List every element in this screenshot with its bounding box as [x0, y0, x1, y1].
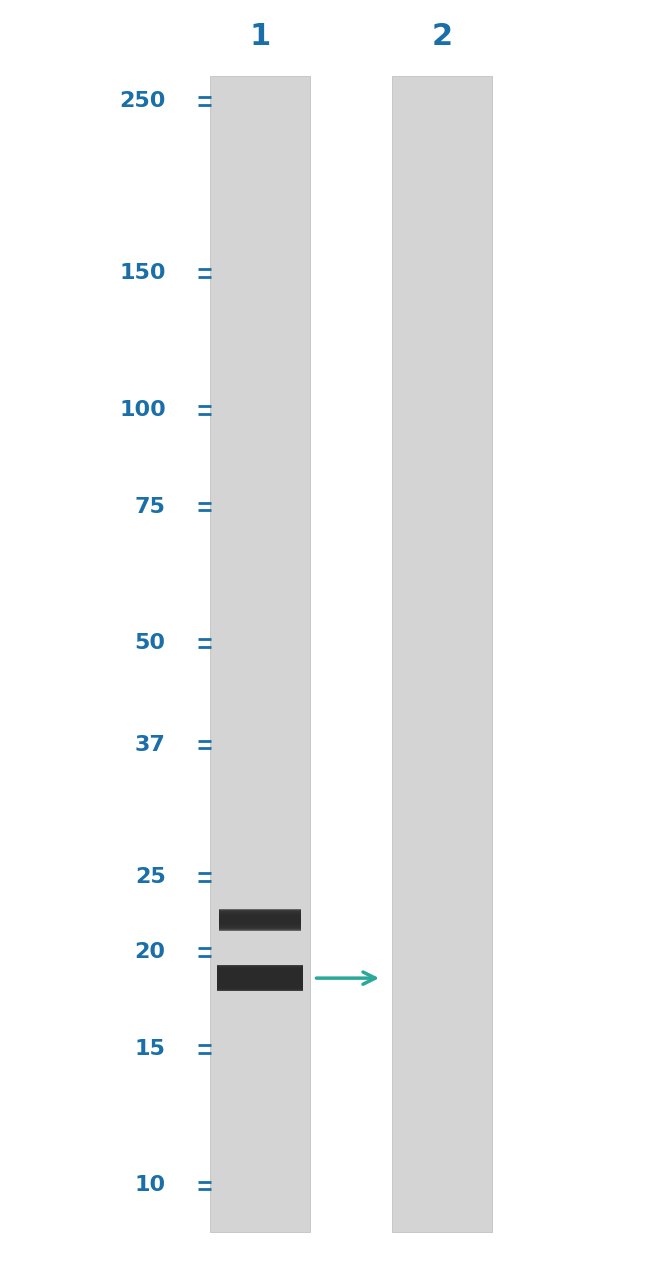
Text: 2: 2 [432, 22, 452, 51]
Text: 150: 150 [119, 263, 166, 283]
Bar [216, 972, 304, 986]
Bar [218, 916, 302, 925]
Bar [218, 914, 302, 926]
Bar [218, 914, 302, 925]
Bar [218, 909, 302, 931]
Bar [218, 909, 302, 930]
Bar [218, 912, 302, 927]
Bar [216, 970, 304, 986]
Text: 10: 10 [135, 1175, 166, 1195]
Bar [209, 76, 311, 1232]
Text: 250: 250 [120, 91, 166, 110]
Bar [218, 913, 302, 926]
Bar [216, 966, 304, 989]
Bar [216, 973, 304, 984]
Bar [216, 973, 304, 983]
Bar [216, 966, 304, 991]
Bar [391, 76, 493, 1232]
Bar [216, 968, 304, 988]
Bar [218, 913, 302, 927]
Text: 37: 37 [135, 734, 166, 754]
Bar [218, 913, 302, 926]
Bar [216, 968, 304, 989]
Text: 25: 25 [135, 866, 166, 886]
Bar [216, 965, 304, 991]
Text: 15: 15 [135, 1039, 166, 1059]
Bar [218, 911, 302, 930]
Bar [216, 969, 304, 987]
Bar [216, 969, 304, 987]
Text: 50: 50 [135, 634, 166, 653]
Text: 100: 100 [119, 400, 166, 419]
Bar [218, 911, 302, 928]
Text: 1: 1 [250, 22, 270, 51]
Text: 20: 20 [135, 942, 166, 961]
Bar [216, 972, 304, 984]
Text: 75: 75 [135, 497, 166, 517]
Bar [218, 912, 302, 928]
